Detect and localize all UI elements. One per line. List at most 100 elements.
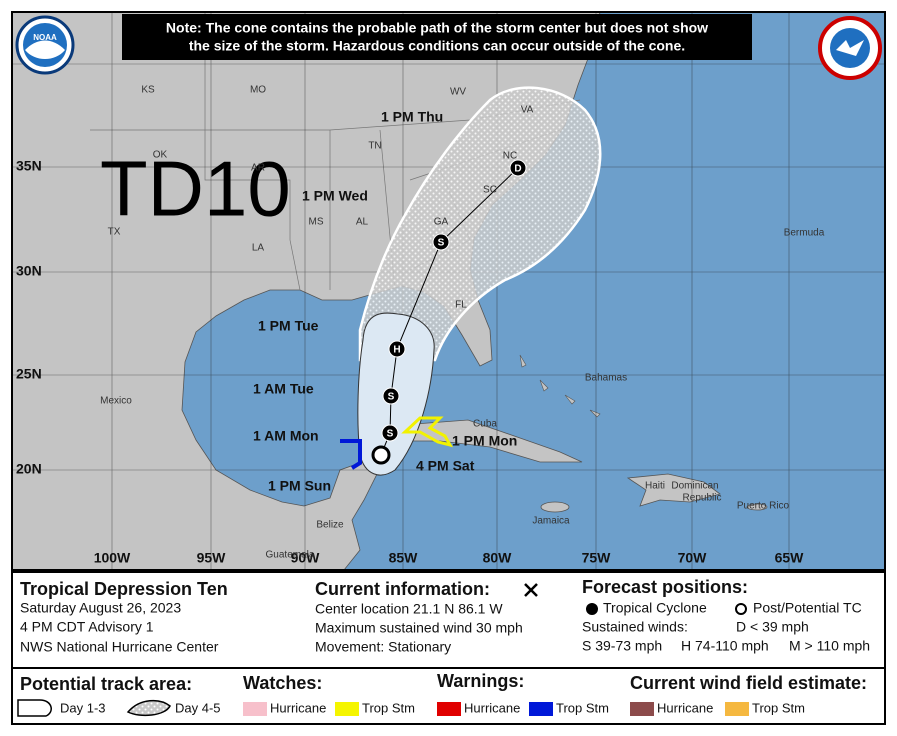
place-label: MS: [309, 217, 324, 228]
forecast-title: Forecast positions:: [582, 577, 748, 597]
legend-label: Hurricane: [270, 700, 326, 715]
map-labels: TD10 35N 30N 25N 20N 100W 95W 90W 85W 80W 75W 70W 65…: [16, 85, 825, 566]
noaa-logo: [15, 15, 75, 75]
legend-swatch: [630, 702, 654, 716]
jamaica: [540, 501, 570, 513]
place-label: Haiti: [645, 481, 665, 492]
map-frame: [11, 11, 886, 571]
current-title: Current information:: [315, 579, 490, 599]
ptc-label: Post/Potential TC: [753, 600, 862, 616]
place-label: TX: [108, 227, 121, 238]
note-box: [122, 14, 752, 60]
trop-stm-warning: [340, 439, 362, 470]
forecast-time: 1 AM Mon: [253, 428, 319, 444]
current-detail: Maximum sustained wind 30 mph: [315, 620, 523, 636]
legend-heading: Warnings:: [437, 671, 524, 691]
legend-heading: Watches:: [243, 673, 322, 693]
graticule: [12, 12, 885, 570]
wind-class: H 74-110 mph: [681, 638, 769, 654]
storm-name: Tropical Depression Ten: [20, 579, 228, 599]
trop-stm-watch: [401, 416, 453, 448]
place-label: Jamaica: [532, 516, 570, 527]
note-text: the size of the storm. Hazardous conditi…: [189, 38, 685, 54]
forecast-time: 1 PM Mon: [452, 433, 517, 449]
legend-label: Hurricane: [657, 700, 713, 715]
latitude-label: 30N: [16, 263, 42, 279]
place-label: Belize: [316, 520, 344, 531]
latitude-label: 20N: [16, 461, 42, 477]
place-label: Dominican: [671, 481, 718, 492]
legend-swatch: [243, 702, 267, 716]
latitude-label: 25N: [16, 366, 42, 382]
place-label: FL: [455, 300, 467, 311]
forecast-symbol: S: [438, 238, 445, 249]
current-detail: Center location 21.1 N 86.1 W: [315, 601, 503, 617]
day45-icon: [126, 699, 171, 717]
longitude-label: 70W: [678, 550, 708, 566]
forecast-time: 1 PM Tue: [258, 318, 319, 334]
forecast-symbol: S: [388, 392, 395, 403]
place-label: Cuba: [473, 419, 497, 430]
forecast-time: 1 PM Thu: [381, 109, 443, 125]
forecast-symbol: D: [514, 164, 521, 175]
forecast-symbol: H: [393, 345, 400, 356]
legend-heading: Potential track area:: [20, 674, 192, 694]
place-label: MO: [250, 85, 266, 96]
legend-label: Day 1-3: [60, 700, 106, 715]
forecast-point: [381, 424, 399, 442]
legend-label: Trop Stm: [556, 700, 609, 715]
place-label: Guatemala: [266, 550, 315, 561]
day13-icon: [17, 699, 52, 717]
map: TD10 35N 30N 25N 20N 100W 95W 90W 85W 80W 75W 70W 65…: [12, 12, 885, 570]
storm-label: TD10: [100, 145, 291, 233]
place-label: NC: [503, 151, 517, 162]
place-label: TN: [368, 141, 381, 152]
place-label: Mexico: [100, 396, 132, 407]
longitude-label: 75W: [582, 550, 612, 566]
place-label: KS: [141, 85, 155, 96]
forecast-point: [382, 387, 400, 405]
note-text: Note: The cone contains the probable pat…: [166, 20, 708, 36]
legend-label: Hurricane: [464, 700, 520, 715]
forecast-time: 1 PM Wed: [302, 188, 368, 204]
place-label: GA: [434, 217, 449, 228]
bahamas: [519, 354, 601, 418]
legend-swatch: [437, 702, 461, 716]
ptc-icon: [735, 603, 747, 615]
place-label: AR: [251, 163, 265, 174]
forecast-point: [388, 340, 406, 358]
place-label: OK: [153, 150, 168, 161]
legend-swatch: [335, 702, 359, 716]
legend-swatch: [529, 702, 553, 716]
legend-swatch: [725, 702, 749, 716]
place-label: Bermuda: [784, 228, 825, 239]
storm-detail: NWS National Hurricane Center: [20, 639, 219, 655]
legend-label: Trop Stm: [362, 700, 415, 715]
place-label: LA: [252, 243, 265, 254]
forecast-time: 1 PM Sun: [268, 478, 331, 494]
wind-class: D < 39 mph: [736, 619, 809, 635]
longitude-label: 80W: [483, 550, 513, 566]
longitude-label: 85W: [389, 550, 419, 566]
place-label: Republic: [683, 493, 722, 504]
legend-heading: Current wind field estimate:: [630, 673, 867, 693]
wind-class: M > 110 mph: [789, 638, 870, 654]
forecast-symbol: S: [387, 429, 394, 440]
forecast-point: [509, 159, 527, 177]
forecast-time: 4 PM Sat: [416, 458, 475, 474]
longitude-label: 90W: [291, 550, 321, 566]
longitude-label: 95W: [197, 550, 227, 566]
current-x-icon: [524, 583, 538, 597]
storm-detail: Saturday August 26, 2023: [20, 600, 181, 616]
longitude-label: 65W: [775, 550, 805, 566]
longitude-label: 100W: [94, 550, 131, 566]
hispaniola: [626, 473, 721, 507]
current-position: [371, 445, 391, 465]
place-label: Puerto Rico: [737, 501, 790, 512]
current-detail: Movement: Stationary: [315, 639, 451, 655]
forecast-time: 1 AM Tue: [253, 381, 314, 397]
puerto-rico: [746, 503, 768, 511]
place-label: SC: [483, 185, 497, 196]
